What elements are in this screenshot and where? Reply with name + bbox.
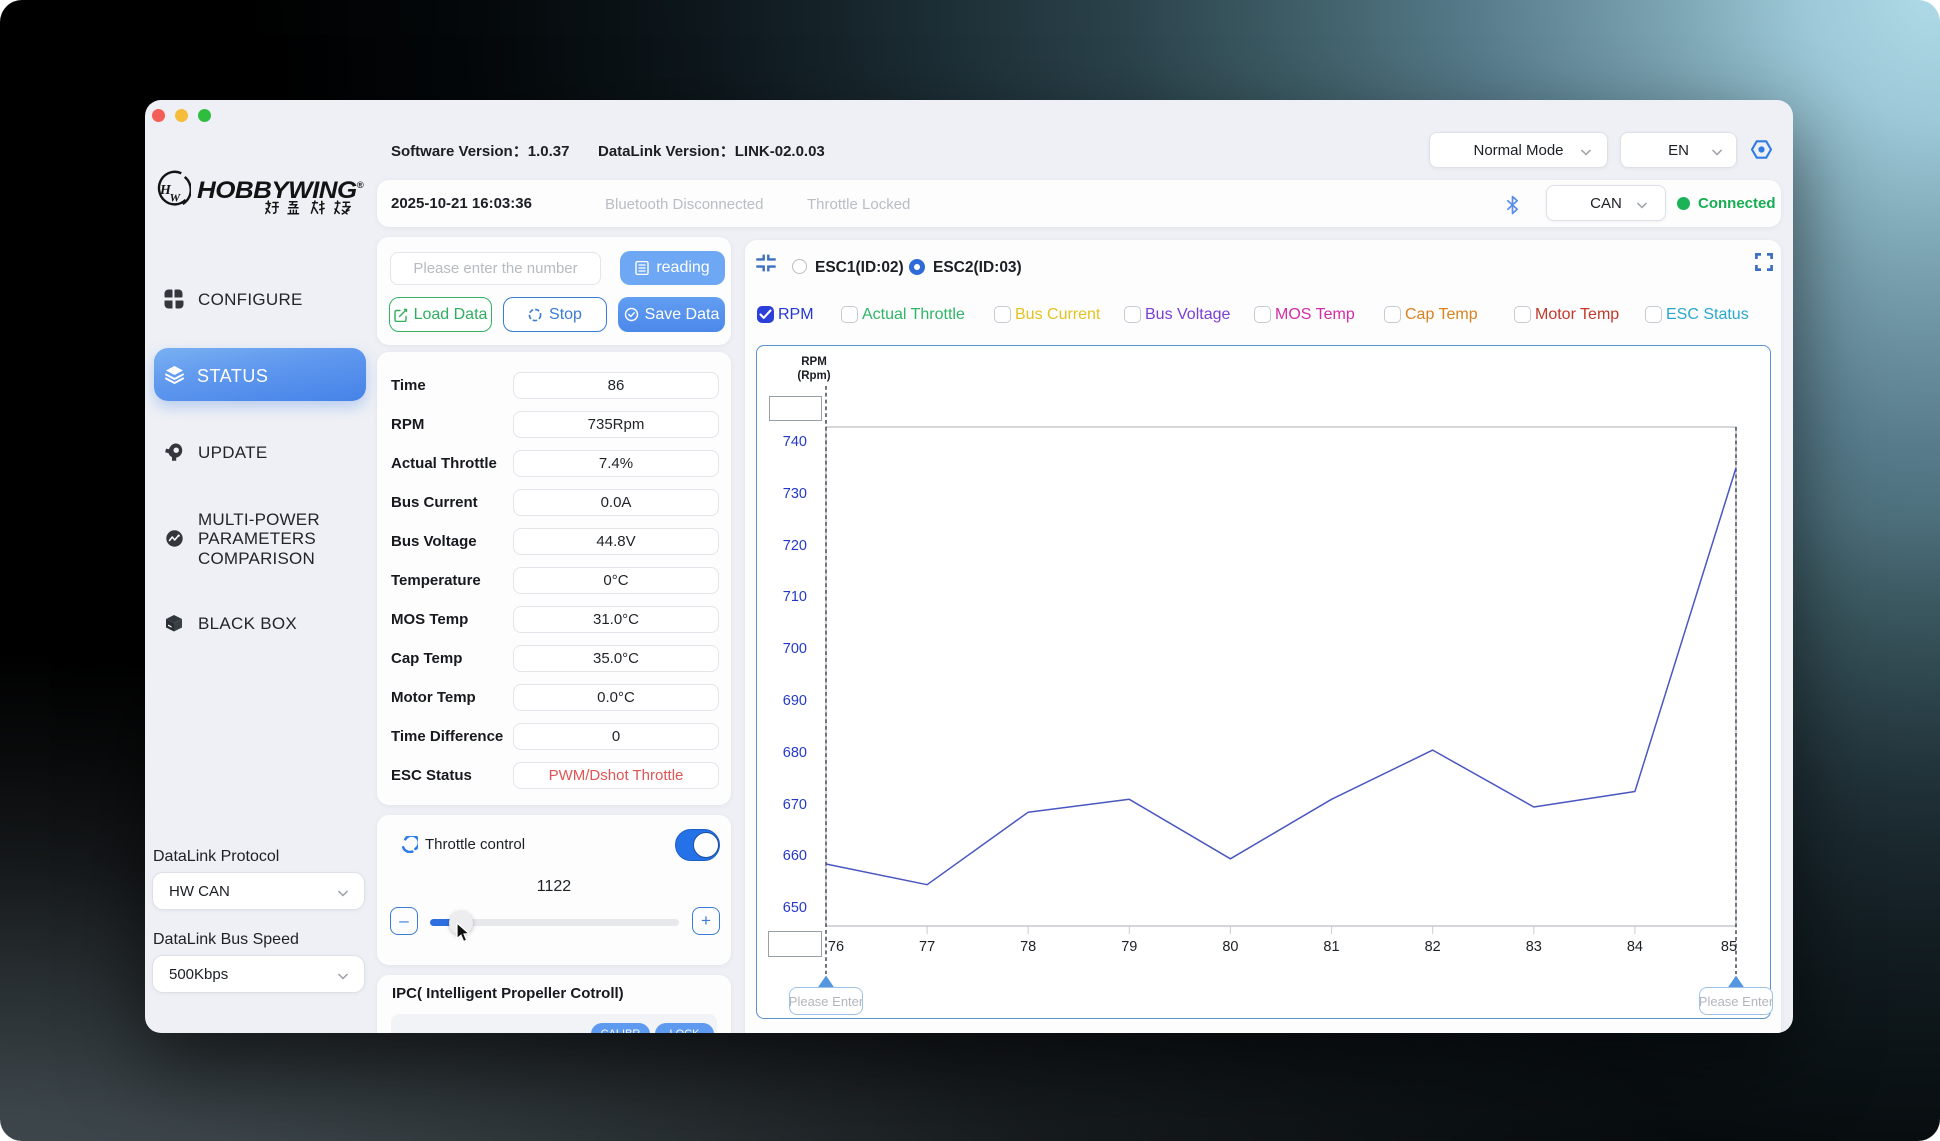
svg-text:W: W <box>170 191 182 205</box>
svg-text:H: H <box>159 183 172 198</box>
